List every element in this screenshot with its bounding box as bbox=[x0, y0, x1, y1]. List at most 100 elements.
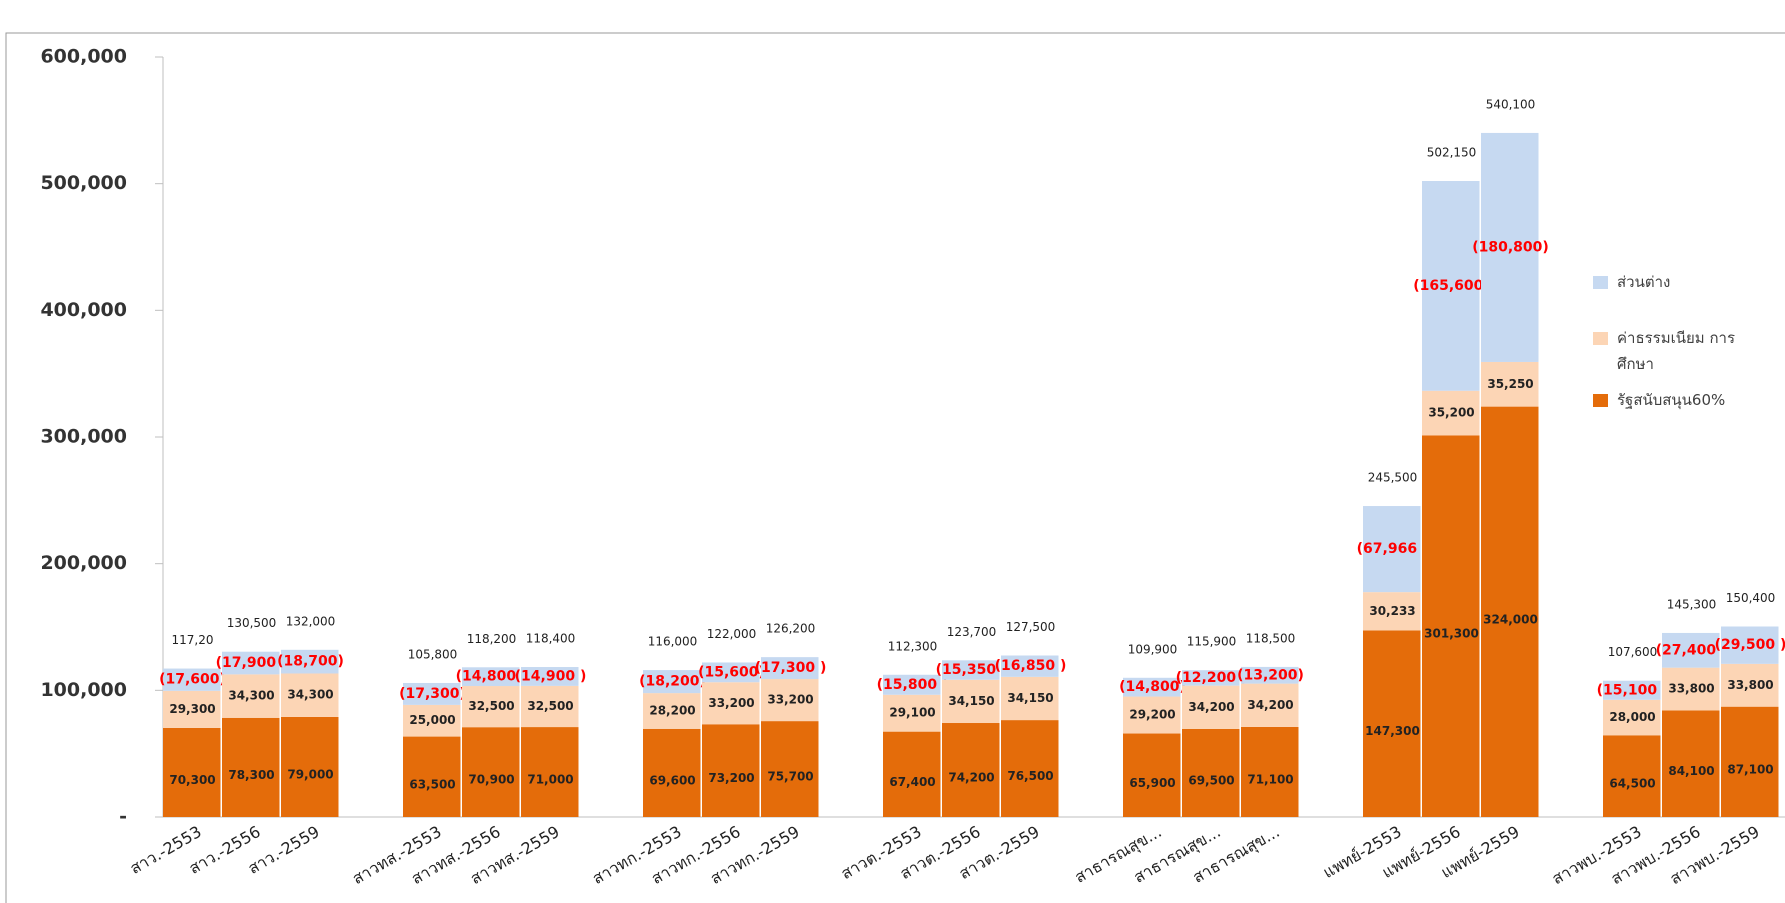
bar-segment bbox=[1422, 435, 1480, 817]
bar-segment bbox=[1363, 506, 1421, 593]
bar-segment bbox=[521, 727, 579, 817]
bar-segment bbox=[702, 662, 760, 683]
data-label: (14,800) bbox=[1119, 679, 1186, 695]
bar-segment bbox=[1001, 720, 1059, 817]
data-label: 34,300 bbox=[287, 688, 333, 702]
data-label: 29,200 bbox=[1129, 708, 1175, 722]
data-label: 67,400 bbox=[889, 775, 935, 789]
data-label: 147,300 bbox=[1365, 724, 1420, 738]
legend-label: ส่วนต่าง bbox=[1617, 273, 1671, 291]
data-label: (14,900 ) bbox=[515, 668, 587, 684]
bar-segment bbox=[1721, 663, 1779, 707]
total-label: 132,000 bbox=[286, 614, 336, 628]
bar-segment bbox=[1603, 735, 1661, 817]
bar-segment bbox=[163, 690, 221, 728]
bar-segment bbox=[1603, 699, 1661, 736]
data-label: (180,800) bbox=[1472, 239, 1549, 255]
bar-segment bbox=[163, 668, 221, 691]
total-label: 118,500 bbox=[1246, 631, 1296, 645]
bar-segment bbox=[1481, 406, 1539, 817]
total-label: 115,900 bbox=[1187, 635, 1237, 649]
bar-segment bbox=[462, 727, 520, 817]
data-label: 65,900 bbox=[1129, 776, 1175, 790]
data-label: (15,600) bbox=[698, 664, 765, 680]
total-label: 107,600 bbox=[1608, 645, 1658, 659]
bar-segment bbox=[462, 686, 520, 728]
y-tick-label: 300,000 bbox=[40, 426, 127, 448]
data-label: 79,000 bbox=[287, 767, 333, 781]
total-label: 118,400 bbox=[526, 632, 576, 646]
data-label: (17,900 ) bbox=[216, 655, 288, 671]
y-tick-label: - bbox=[119, 806, 127, 828]
data-label: 29,300 bbox=[169, 702, 215, 716]
bar-segment bbox=[163, 727, 221, 817]
bar-segment bbox=[1721, 626, 1779, 664]
data-label: 33,200 bbox=[767, 693, 813, 707]
data-label: 84,100 bbox=[1668, 764, 1714, 778]
bar-segment bbox=[1481, 132, 1539, 362]
legend-entry: ส่วนต่าง bbox=[1593, 269, 1767, 295]
bar-segment bbox=[1123, 733, 1181, 817]
data-label: (17,600) bbox=[159, 672, 226, 688]
total-label: 126,200 bbox=[766, 622, 816, 636]
data-label: (18,200) bbox=[639, 674, 706, 690]
data-label: 29,100 bbox=[889, 706, 935, 720]
data-label: 28,200 bbox=[649, 703, 695, 717]
total-label: 245,500 bbox=[1368, 471, 1418, 485]
total-label: 127,500 bbox=[1006, 620, 1056, 634]
data-label: (16,850 ) bbox=[995, 658, 1067, 674]
data-label: 35,200 bbox=[1428, 406, 1474, 420]
data-label: (17,300 ) bbox=[755, 660, 827, 676]
total-label: 105,800 bbox=[408, 647, 458, 661]
frame bbox=[5, 32, 1785, 903]
data-label: 25,000 bbox=[409, 713, 455, 727]
data-label: (27,400 ) bbox=[1656, 642, 1728, 658]
total-label: 540,100 bbox=[1486, 97, 1536, 111]
y-tick-label: 100,000 bbox=[40, 679, 127, 701]
bar-segment bbox=[1363, 592, 1421, 631]
bar-segment bbox=[643, 728, 701, 817]
data-label: 69,600 bbox=[649, 773, 695, 787]
total-label: 150,400 bbox=[1726, 591, 1776, 605]
bar-segment bbox=[761, 721, 819, 817]
bar-segment bbox=[1182, 685, 1240, 729]
total-label: 112,300 bbox=[888, 639, 938, 653]
bar-segment bbox=[403, 704, 461, 737]
data-label: (17,300) bbox=[399, 686, 466, 702]
bar-segment bbox=[281, 673, 339, 717]
total-label: 118,200 bbox=[467, 632, 517, 646]
bar-segment bbox=[883, 674, 941, 695]
data-label: 78,300 bbox=[228, 768, 274, 782]
data-label: 30,233 bbox=[1369, 604, 1415, 618]
data-label: 34,150 bbox=[1007, 691, 1053, 705]
data-label: (67,966 ) bbox=[1357, 541, 1429, 557]
bar-segment bbox=[883, 694, 941, 732]
legend-label: รัฐสนับสนุน60% bbox=[1617, 391, 1726, 409]
bar-segment bbox=[403, 736, 461, 817]
data-label: (165,600) bbox=[1413, 278, 1490, 294]
data-label: 35,250 bbox=[1487, 377, 1533, 391]
bar-segment bbox=[1603, 680, 1661, 700]
bar-segment bbox=[1241, 726, 1299, 817]
total-label: 122,000 bbox=[707, 627, 757, 641]
bar-segment bbox=[942, 723, 1000, 817]
bar-segment bbox=[462, 667, 520, 687]
data-label: 71,100 bbox=[1247, 772, 1293, 786]
bar-segment bbox=[281, 716, 339, 817]
bar-segment bbox=[702, 682, 760, 725]
legend-label: ค่าธรรมเนียม การศึกษา bbox=[1617, 329, 1736, 373]
bar-segment bbox=[883, 731, 941, 817]
legend-swatch bbox=[1593, 332, 1608, 345]
bar-segment bbox=[281, 649, 339, 674]
total-label: 123,700 bbox=[947, 625, 997, 639]
total-label: 117,20 bbox=[172, 633, 214, 647]
bar-segment bbox=[1182, 728, 1240, 817]
bar-segment bbox=[222, 674, 280, 718]
data-label: 32,500 bbox=[527, 699, 573, 713]
data-label: 34,200 bbox=[1188, 700, 1234, 714]
data-label: 71,000 bbox=[527, 773, 573, 787]
data-label: 69,500 bbox=[1188, 773, 1234, 787]
bar-segment bbox=[1241, 683, 1299, 727]
bar-segment bbox=[761, 657, 819, 680]
